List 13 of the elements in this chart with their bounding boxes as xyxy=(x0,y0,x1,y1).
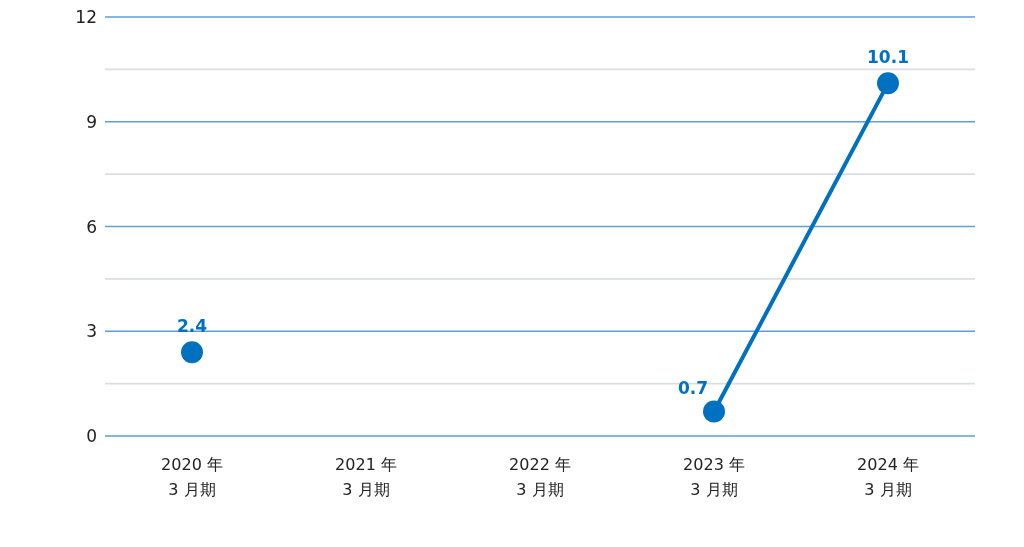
x-tick-label: 2023 年 3 月期 xyxy=(683,455,745,499)
data-label: 2.4 xyxy=(176,316,208,337)
y-tick-label: 6 xyxy=(86,216,97,237)
x-tick-label: 2020 年 3 月期 xyxy=(161,455,223,499)
y-tick-label: 12 xyxy=(75,7,97,27)
x-tick-label: 2022 年 3 月期 xyxy=(509,455,571,499)
x-tick-label: 2024 年 3 月期 xyxy=(857,455,919,499)
y-tick-label: 3 xyxy=(86,321,97,342)
data-label: 10.1 xyxy=(867,47,909,68)
data-label: 0.7 xyxy=(677,377,708,398)
y-tick-label: 9 xyxy=(86,111,97,132)
y-tick-label: 0 xyxy=(86,426,97,446)
x-tick-label: 2021 年 3 月期 xyxy=(335,455,397,499)
